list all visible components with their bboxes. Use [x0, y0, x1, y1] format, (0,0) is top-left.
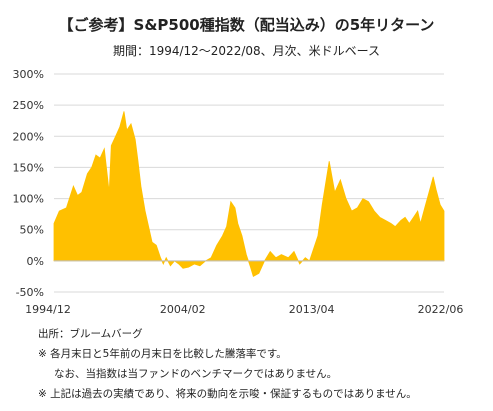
series-area [53, 111, 445, 277]
disclaimer-note: ※ 上記は過去の実績であり、将来の動向を示唆・保証するものではありません。 [38, 388, 417, 400]
x-axis-labels: 1994/12 2004/02 2013/04 2022/06 [25, 303, 463, 316]
y-tick-label: -50% [16, 286, 44, 299]
y-tick-label: 100% [13, 193, 44, 206]
x-tick-label: 1994/12 [25, 303, 71, 316]
y-tick-label: 300% [13, 68, 44, 81]
x-tick-label: 2022/06 [418, 303, 464, 316]
y-tick-label: 150% [13, 161, 44, 174]
x-tick-label: 2013/04 [289, 303, 335, 316]
y-tick-label: 200% [13, 130, 44, 143]
chart-subtitle: 期間：1994/12～2022/08、月次、米ドルベース [112, 44, 381, 58]
source-note: 出所：ブルームバーグ [38, 328, 143, 340]
y-tick-label: 250% [13, 99, 44, 112]
x-tick-label: 2004/02 [160, 303, 206, 316]
y-axis-labels: -50% 0% 50% 100% 150% 200% 250% 300% [13, 68, 44, 299]
benchmark-note: なお、当指数は当ファンドのベンチマークではありません。 [54, 368, 338, 380]
method-note: ※ 各月末日と5年前の月末日を比較した騰落率です。 [38, 348, 287, 360]
y-tick-label: 0% [27, 255, 44, 268]
chart-title: 【ご参考】S&P500種指数（配当込み）の5年リターン [58, 16, 435, 34]
footnotes: 出所：ブルームバーグ ※ 各月末日と5年前の月末日を比較した騰落率です。 なお、… [38, 324, 417, 404]
y-tick-label: 50% [20, 224, 44, 237]
